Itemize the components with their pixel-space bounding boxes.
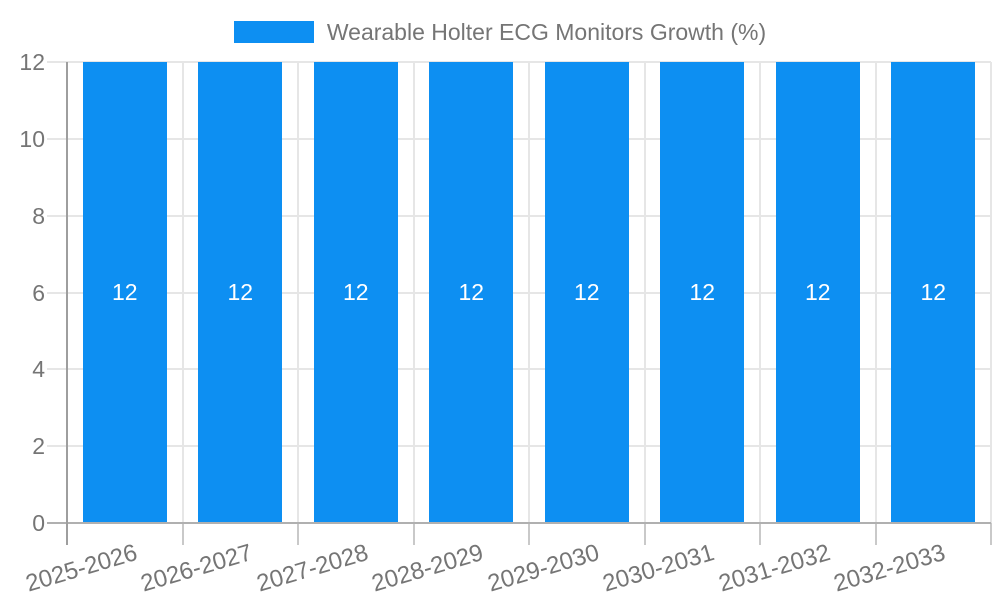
bar-value-label: 12 — [111, 279, 138, 305]
bar: 12 — [775, 62, 860, 523]
bar: 12 — [82, 62, 167, 523]
chart-legend: Wearable Holter ECG Monitors Growth (%) — [0, 16, 1000, 48]
x-axis-tick — [181, 523, 184, 545]
bar-value-label: 12 — [458, 279, 485, 305]
y-tick-label: 8 — [32, 202, 45, 229]
x-axis-tick — [412, 523, 415, 545]
x-axis-tick — [990, 523, 992, 545]
bar: 12 — [198, 62, 283, 523]
bar: 12 — [313, 62, 398, 523]
y-tick-label: 2 — [32, 433, 45, 460]
x-axis-tick — [759, 523, 761, 545]
y-tick-label: 10 — [19, 125, 45, 152]
y-tick-label: 6 — [32, 279, 45, 306]
h-gridline — [47, 291, 991, 294]
y-tick-label: 0 — [32, 510, 45, 536]
bar-value-label: 12 — [573, 279, 600, 305]
bar: 12 — [429, 62, 514, 523]
v-gridline — [990, 62, 992, 523]
h-gridline — [47, 368, 991, 371]
h-gridline — [47, 445, 991, 448]
y-tick-label: 12 — [19, 49, 45, 75]
bar-value-label: 12 — [804, 279, 831, 305]
v-gridline — [412, 62, 415, 523]
bar-value-label: 12 — [920, 279, 947, 305]
legend-swatch — [233, 21, 314, 43]
v-gridline — [643, 62, 646, 523]
y-tick-label: 4 — [32, 356, 45, 383]
legend-label: Wearable Holter ECG Monitors Growth (%) — [326, 19, 767, 45]
bar-value-label: 12 — [342, 279, 369, 305]
bar: 12 — [891, 62, 976, 523]
bar: 12 — [660, 62, 745, 523]
v-gridline — [297, 62, 299, 523]
v-gridline — [759, 62, 761, 523]
h-gridline — [47, 137, 991, 140]
x-axis-tick — [643, 523, 646, 545]
bar-value-label: 12 — [227, 279, 254, 305]
bar: 12 — [544, 62, 629, 523]
x-axis-tick — [528, 523, 530, 545]
v-gridline — [874, 62, 877, 523]
bar-value-label: 12 — [689, 279, 716, 305]
x-axis-line — [47, 522, 991, 524]
v-gridline — [181, 62, 184, 523]
x-axis-tick — [297, 523, 299, 545]
y-axis-line — [66, 62, 68, 545]
h-gridline — [47, 61, 991, 63]
h-gridline — [47, 214, 991, 217]
v-gridline — [528, 62, 530, 523]
x-axis-tick — [874, 523, 877, 545]
